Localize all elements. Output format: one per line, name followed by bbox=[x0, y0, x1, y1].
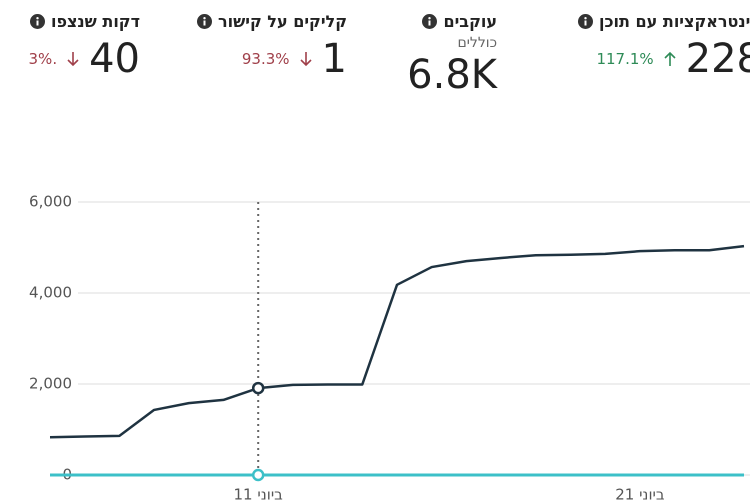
metric-card: אינטראקציות עם תוכן 228 117.1% bbox=[577, 12, 750, 81]
metric-title: אינטראקציות עם תוכן bbox=[598, 12, 750, 31]
metric-subtitle: כוללים bbox=[457, 35, 497, 51]
metric-title: עוקבים bbox=[443, 12, 497, 31]
metric-row: 1 93.3% bbox=[197, 37, 347, 81]
metric-card: עוקבים כוללים 6.8K bbox=[407, 12, 497, 97]
metric-row: 228 117.1% bbox=[578, 37, 750, 81]
metric-card: קליקים על קישור 1 93.3% bbox=[196, 12, 347, 81]
arrow-up bbox=[664, 51, 676, 66]
metric-value: 228 bbox=[685, 36, 750, 82]
metric-card: דקות שנצפו 40 .3% bbox=[29, 12, 140, 81]
metric-title: קליקים על קישור bbox=[217, 12, 347, 31]
metric-change: 117.1% bbox=[596, 50, 654, 68]
metric-title-row: קליקים על קישור bbox=[196, 12, 347, 31]
y-tick-label: 2,000 bbox=[29, 375, 72, 393]
info-icon[interactable] bbox=[29, 14, 45, 29]
info-icon[interactable] bbox=[422, 14, 438, 29]
metric-row: 40 .3% bbox=[29, 37, 140, 81]
metric-value: 40 bbox=[89, 36, 140, 82]
metric-title: דקות שנצפו bbox=[50, 12, 140, 31]
hover-point bbox=[251, 381, 265, 395]
metric-change: 93.3% bbox=[241, 50, 290, 68]
info-icon[interactable] bbox=[196, 14, 212, 29]
series-line bbox=[49, 244, 745, 439]
arrow-down bbox=[299, 52, 312, 67]
metric-row: 6.8K bbox=[407, 53, 497, 97]
y-tick-label: 4,000 bbox=[29, 284, 72, 302]
arrow-down bbox=[67, 52, 79, 67]
metric-value: 1 bbox=[321, 36, 347, 82]
metric-value: 6.8K bbox=[407, 52, 497, 98]
metric-title-row: אינטראקציות עם תוכן bbox=[577, 12, 750, 31]
x-tick-label: 21 ביוני bbox=[615, 486, 665, 500]
y-tick-label: 6,000 bbox=[29, 193, 72, 211]
metric-title-row: עוקבים bbox=[407, 12, 497, 31]
x-tick-label: 11 ביוני bbox=[234, 486, 284, 500]
metric-title-row: דקות שנצפו bbox=[29, 12, 140, 31]
info-icon[interactable] bbox=[577, 14, 593, 29]
hover-point bbox=[251, 468, 265, 482]
metric-change: .3% bbox=[28, 50, 58, 68]
